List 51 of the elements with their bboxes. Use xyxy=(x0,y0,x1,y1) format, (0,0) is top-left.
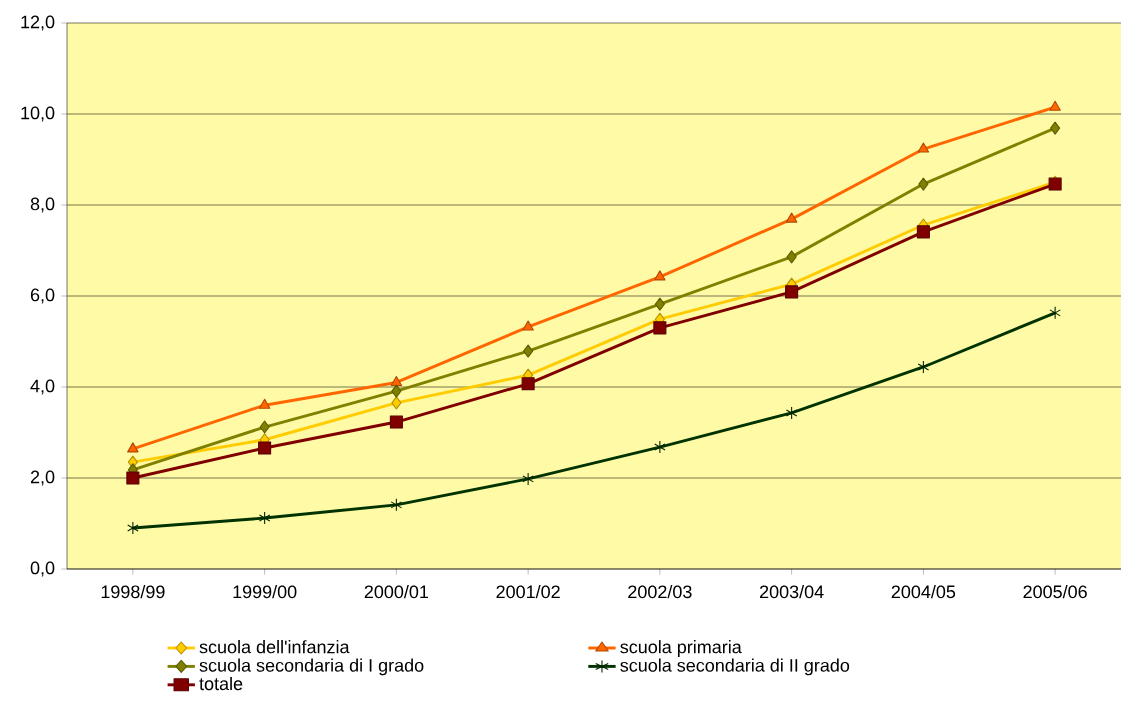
point xyxy=(1049,306,1061,320)
legend-label: scuola dell'infanzia xyxy=(199,640,350,654)
point xyxy=(917,142,930,153)
point xyxy=(389,415,403,429)
x-tick-label: 2005/06 xyxy=(1023,584,1087,599)
point xyxy=(521,377,535,391)
point xyxy=(391,384,402,398)
point xyxy=(391,396,402,410)
x-tick-label: 1998/99 xyxy=(101,584,165,599)
point xyxy=(654,440,666,454)
point xyxy=(653,321,667,335)
point xyxy=(786,250,797,264)
x-tick-label: 2000/01 xyxy=(364,584,429,599)
point xyxy=(1050,121,1061,135)
point xyxy=(258,441,272,455)
point xyxy=(390,498,403,512)
point xyxy=(126,471,140,485)
point xyxy=(523,344,534,358)
legend-label: scuola secondaria di II grado xyxy=(620,658,850,676)
y-tick-label: 6,0 xyxy=(30,288,55,304)
x-tick-label: 2001/02 xyxy=(496,584,560,599)
point xyxy=(916,225,930,239)
legend-label: scuola secondaria di I grado xyxy=(199,658,424,676)
point xyxy=(785,406,798,420)
y-tick-label: 12,0 xyxy=(21,15,55,31)
point xyxy=(522,472,534,486)
point xyxy=(785,285,799,299)
y-tick-label: 8,0 xyxy=(30,197,55,213)
point xyxy=(917,360,930,374)
legend-label: totale xyxy=(199,676,243,691)
point xyxy=(258,398,271,409)
point xyxy=(127,521,139,535)
x-tick-label: 2004/05 xyxy=(891,584,956,599)
y-tick-label: 4,0 xyxy=(30,379,55,395)
x-tick-label: 1999/00 xyxy=(233,584,297,599)
y-tick-label: 10,0 xyxy=(21,106,55,122)
point xyxy=(654,270,666,281)
x-tick-label: 2002/03 xyxy=(628,584,692,599)
y-tick-label: 2,0 xyxy=(30,470,55,486)
legend-label: scuola primaria xyxy=(620,640,742,657)
y-tick-label: 0,0 xyxy=(30,561,55,577)
point xyxy=(654,297,665,311)
point xyxy=(127,442,139,453)
x-tick-label: 2003/04 xyxy=(759,584,824,599)
point xyxy=(1049,100,1061,111)
point xyxy=(785,212,798,223)
point xyxy=(522,320,534,331)
point xyxy=(918,177,929,191)
point xyxy=(258,511,271,525)
point xyxy=(259,420,270,434)
point xyxy=(390,375,403,386)
